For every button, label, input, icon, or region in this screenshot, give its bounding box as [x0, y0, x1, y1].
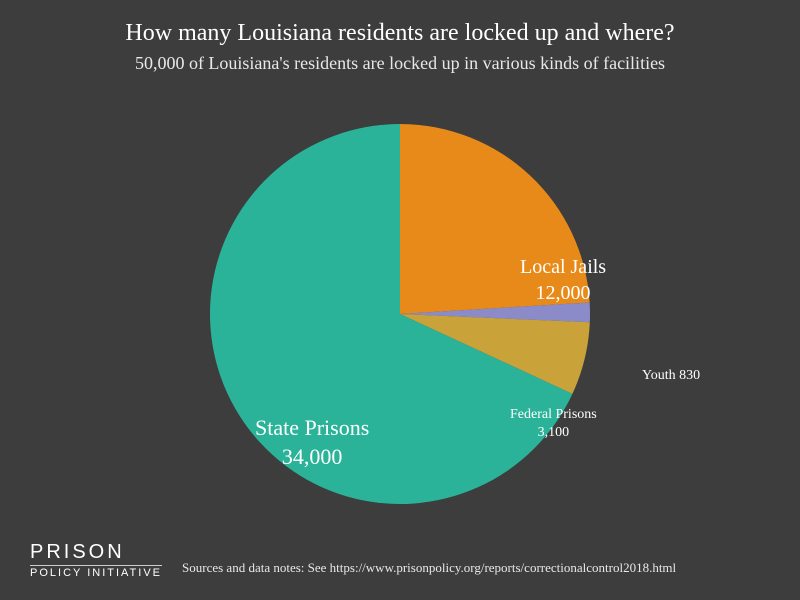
- pie-slice-label-name: Local Jails: [520, 254, 606, 280]
- pie-chart: Local Jails12,000 Youth 830 Federal Prison…: [30, 84, 770, 534]
- logo-line-2: POLICY INITIATIVE: [30, 568, 162, 580]
- chart-subtitle: 50,000 of Louisiana's residents are lock…: [30, 53, 770, 74]
- pie-slice-label-value: 12,000: [520, 280, 606, 306]
- pie-slice-outer-label: Youth 830: [642, 368, 700, 384]
- pie-slice-label: State Prisons34,000: [255, 414, 369, 471]
- pie-slice-label-name: Federal Prisons: [510, 406, 597, 424]
- pie-slice-label: Local Jails12,000: [520, 254, 606, 306]
- logo-line-1: PRISON: [30, 542, 162, 566]
- pie-slice-label-name: State Prisons: [255, 414, 369, 443]
- logo: PRISON POLICY INITIATIVE: [30, 542, 162, 580]
- source-note: Sources and data notes: See https://www.…: [182, 560, 770, 580]
- chart-title: How many Louisiana residents are locked …: [30, 20, 770, 47]
- infographic-container: How many Louisiana residents are locked …: [0, 0, 800, 600]
- pie-slice-label: Federal Prisons3,100: [510, 406, 597, 442]
- pie-svg: [30, 99, 770, 519]
- footer: PRISON POLICY INITIATIVE Sources and dat…: [30, 534, 770, 580]
- pie-slice-label-value: 3,100: [510, 424, 597, 442]
- pie-slice-label-value: 34,000: [255, 443, 369, 472]
